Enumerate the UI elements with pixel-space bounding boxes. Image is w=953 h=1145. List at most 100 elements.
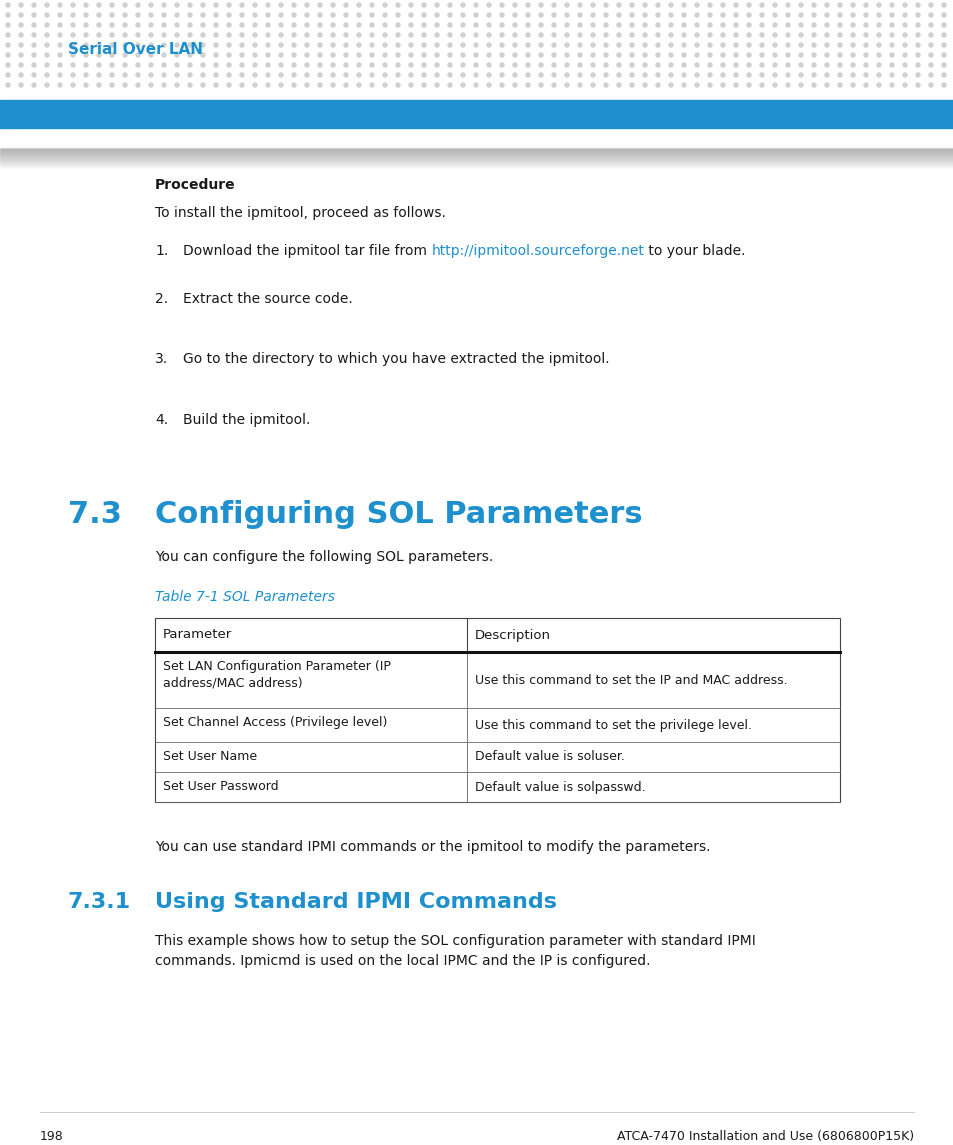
Circle shape	[201, 63, 205, 68]
Circle shape	[344, 44, 348, 47]
Circle shape	[395, 53, 399, 57]
Circle shape	[162, 33, 166, 37]
Circle shape	[448, 13, 452, 17]
Circle shape	[590, 53, 595, 57]
Circle shape	[421, 44, 426, 47]
Circle shape	[915, 13, 919, 17]
Text: 198: 198	[40, 1130, 64, 1143]
Circle shape	[656, 33, 659, 37]
Circle shape	[240, 13, 244, 17]
Circle shape	[240, 23, 244, 27]
Circle shape	[941, 82, 945, 87]
Circle shape	[656, 63, 659, 68]
Circle shape	[733, 44, 738, 47]
Circle shape	[486, 23, 491, 27]
Circle shape	[71, 82, 75, 87]
Circle shape	[681, 44, 685, 47]
Circle shape	[382, 3, 387, 7]
Circle shape	[136, 23, 140, 27]
Circle shape	[136, 63, 140, 68]
Circle shape	[733, 23, 738, 27]
Circle shape	[97, 73, 101, 77]
Circle shape	[71, 44, 75, 47]
Circle shape	[317, 44, 322, 47]
Circle shape	[97, 63, 101, 68]
Circle shape	[720, 73, 724, 77]
Circle shape	[681, 63, 685, 68]
Circle shape	[746, 44, 750, 47]
Circle shape	[564, 13, 568, 17]
Circle shape	[876, 13, 880, 17]
Circle shape	[837, 63, 841, 68]
Circle shape	[902, 3, 906, 7]
Circle shape	[629, 23, 634, 27]
Circle shape	[681, 53, 685, 57]
Circle shape	[760, 23, 763, 27]
Circle shape	[317, 73, 322, 77]
Circle shape	[174, 63, 179, 68]
Circle shape	[552, 63, 556, 68]
Circle shape	[695, 53, 699, 57]
Circle shape	[136, 73, 140, 77]
Circle shape	[58, 13, 62, 17]
Circle shape	[110, 53, 113, 57]
Circle shape	[928, 73, 932, 77]
Circle shape	[460, 63, 464, 68]
Circle shape	[58, 23, 62, 27]
Circle shape	[331, 44, 335, 47]
Circle shape	[58, 53, 62, 57]
Circle shape	[656, 82, 659, 87]
Circle shape	[603, 82, 607, 87]
Circle shape	[409, 73, 413, 77]
Circle shape	[149, 3, 152, 7]
Circle shape	[720, 82, 724, 87]
Circle shape	[629, 82, 634, 87]
Circle shape	[382, 53, 387, 57]
Circle shape	[435, 73, 438, 77]
Text: Use this command to set the IP and MAC address.: Use this command to set the IP and MAC a…	[475, 673, 786, 687]
Circle shape	[863, 63, 867, 68]
Circle shape	[733, 82, 738, 87]
Circle shape	[278, 33, 283, 37]
Circle shape	[656, 53, 659, 57]
Circle shape	[370, 3, 374, 7]
Circle shape	[941, 53, 945, 57]
Circle shape	[552, 73, 556, 77]
Circle shape	[772, 3, 776, 7]
Circle shape	[902, 23, 906, 27]
Circle shape	[278, 23, 283, 27]
Circle shape	[772, 82, 776, 87]
Circle shape	[668, 13, 672, 17]
Circle shape	[305, 63, 309, 68]
Circle shape	[889, 33, 893, 37]
Circle shape	[149, 33, 152, 37]
Circle shape	[486, 13, 491, 17]
Circle shape	[941, 73, 945, 77]
Circle shape	[695, 3, 699, 7]
Circle shape	[331, 73, 335, 77]
Text: Build the ipmitool.: Build the ipmitool.	[183, 413, 310, 427]
Circle shape	[876, 53, 880, 57]
Circle shape	[162, 82, 166, 87]
Circle shape	[266, 53, 270, 57]
Circle shape	[837, 44, 841, 47]
Circle shape	[97, 82, 101, 87]
Circle shape	[928, 23, 932, 27]
Circle shape	[617, 33, 620, 37]
Circle shape	[213, 44, 218, 47]
Circle shape	[136, 33, 140, 37]
Circle shape	[292, 82, 295, 87]
Circle shape	[162, 73, 166, 77]
Circle shape	[162, 13, 166, 17]
Circle shape	[513, 44, 517, 47]
Circle shape	[84, 63, 88, 68]
Circle shape	[201, 33, 205, 37]
Circle shape	[32, 13, 36, 17]
Circle shape	[421, 3, 426, 7]
Circle shape	[499, 73, 503, 77]
Circle shape	[32, 3, 36, 7]
Circle shape	[590, 13, 595, 17]
Circle shape	[240, 33, 244, 37]
Circle shape	[733, 63, 738, 68]
Circle shape	[32, 44, 36, 47]
